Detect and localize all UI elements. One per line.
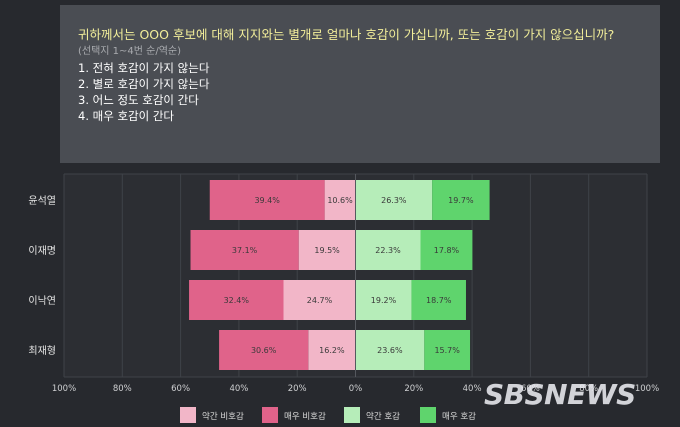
x-tick-label: 100% [52,384,76,394]
data-label: 26.3% [381,196,407,205]
option-item: 1. 전혀 호감이 가지 않는다 [78,61,210,75]
data-label: 24.7% [307,296,333,305]
legend-label: 매우 호감 [442,411,476,422]
data-label: 32.4% [224,296,250,305]
category-label: 이낙연 [28,295,56,307]
bar-segment [355,280,412,320]
legend-swatch [180,407,196,423]
bar-segment [324,180,356,220]
question-text: 귀하께서는 OOO 후보에 대해 지지와는 별개로 얼마나 호감이 가십니까, … [78,27,615,42]
bar-segment [355,230,421,270]
data-label: 22.3% [375,246,401,255]
option-item: 2. 별로 호감이 가지 않는다 [78,77,210,91]
x-tick-label: 20% [288,384,307,394]
question-note: (선택지 1~4번 순/역순) [78,46,182,57]
data-label: 19.5% [314,246,340,255]
data-label: 19.7% [448,196,474,205]
x-tick-label: 40% [229,384,248,394]
bar-segment [308,330,356,370]
bar-segment [298,230,356,270]
bar-segment [420,230,473,270]
data-label: 23.6% [377,346,403,355]
legend-swatch [262,407,278,423]
bar-segment [424,330,471,370]
legend-label: 약간 호감 [366,411,400,422]
bar-segment [355,330,425,370]
option-item: 3. 어느 정도 호감이 간다 [78,93,199,107]
data-label: 17.8% [434,246,460,255]
watermark: SBSNEWS [484,378,636,411]
data-label: 15.7% [434,346,460,355]
bar-segment [209,180,325,220]
legend-swatch [344,407,360,423]
data-label: 19.2% [371,296,397,305]
bar-segment [219,330,309,370]
bar-segment [190,230,299,270]
question-box: 귀하께서는 OOO 후보에 대해 지지와는 별개로 얼마나 호감이 가십니까, … [60,5,660,163]
legend-label: 약간 비호감 [202,411,244,422]
bar-segment [189,280,284,320]
data-label: 16.2% [319,346,345,355]
bar-segment [432,180,490,220]
data-label: 37.1% [232,246,258,255]
category-label: 이재명 [28,245,56,257]
x-tick-label: 0% [349,384,363,394]
data-label: 18.7% [426,296,452,305]
data-label: 10.6% [327,196,353,205]
legend-swatch [420,407,436,423]
legend-label: 매우 비호감 [284,411,326,422]
x-tick-label: 20% [404,384,423,394]
category-label: 최재형 [28,345,56,357]
bar-segment [283,280,356,320]
category-label: 윤석열 [28,195,56,207]
x-tick-label: 40% [463,384,482,394]
x-tick-label: 60% [521,384,540,394]
bar-segment [355,180,433,220]
data-label: 39.4% [254,196,280,205]
option-item: 4. 매우 호감이 간다 [78,109,174,123]
x-tick-label: 60% [171,384,190,394]
data-label: 30.6% [251,346,277,355]
question-options: 1. 전혀 호감이 가지 않는다 2. 별로 호감이 가지 않는다 3. 어느 … [78,60,642,124]
x-tick-label: 80% [579,384,598,394]
bar-segment [411,280,466,320]
x-tick-label: 100% [635,384,659,394]
x-tick-label: 80% [113,384,132,394]
